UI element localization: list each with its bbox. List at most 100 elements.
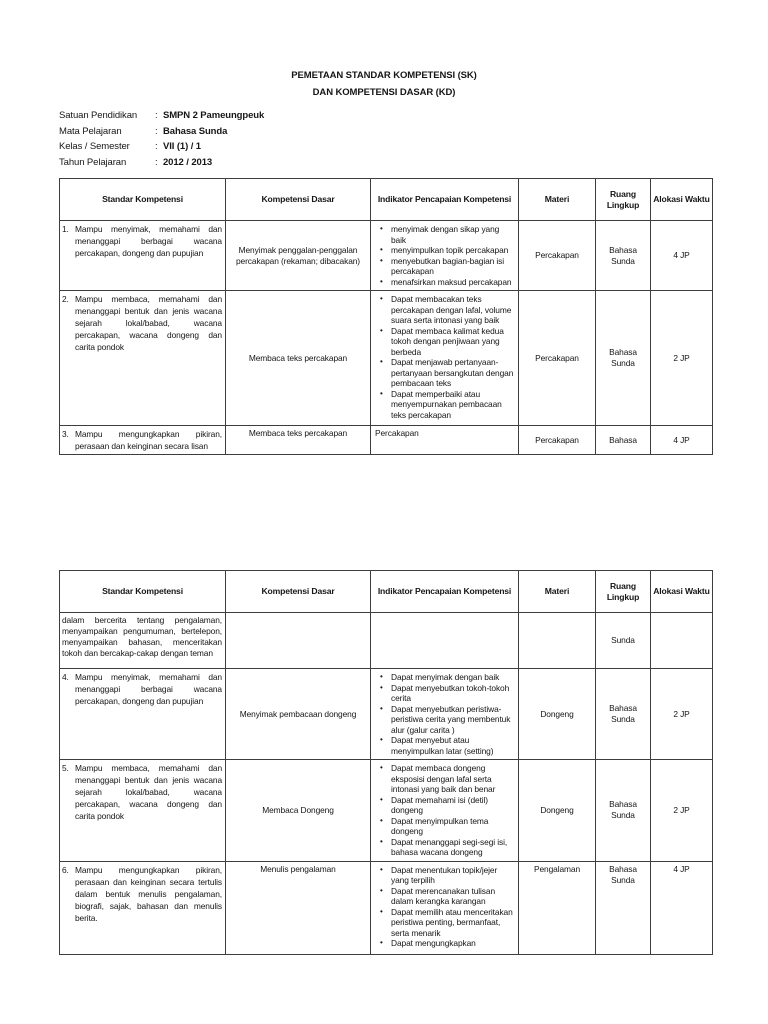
indicator-bullet: • menyimak dengan sikap yang baik xyxy=(380,224,515,245)
bullet-icon: • xyxy=(380,735,383,744)
sk-kd-table-1: Standar Kompetensi Kompetensi Dasar Indi… xyxy=(59,178,713,455)
sk-text: Mampu mengungkapkan pikiran, perasaan da… xyxy=(75,429,222,451)
indicator-bullet-text: Dapat menyebutkan peristiwa-peristiwa ce… xyxy=(391,703,511,735)
meta-value: Bahasa Sunda xyxy=(163,125,228,137)
alokasi-text: 4 JP xyxy=(673,434,690,445)
meta-colon: : xyxy=(155,110,158,121)
indicator-list: • Dapat menyimak dengan baik • Dapat menyeb… xyxy=(371,669,518,759)
kd-text: Menulis pengalaman xyxy=(260,863,336,874)
table-row: 3. Mampu mengungkapkan pikiran, perasaan… xyxy=(59,425,713,455)
materi-text: Pengalaman xyxy=(533,863,581,874)
kd-text: Membaca teks percakapan xyxy=(248,428,348,438)
bullet-icon: • xyxy=(380,703,383,713)
bullet-icon: • xyxy=(380,255,383,265)
indicator-bullet-text: Dapat menjawab pertanyaan-pertanyaan ber… xyxy=(391,357,514,388)
title-line-2: DAN KOMPETENSI DASAR (KD) xyxy=(312,87,456,98)
metadata-block: Satuan Pendidikan : SMPN 2 Pameungpeuk M… xyxy=(59,108,264,170)
meta-row-kelas: Kelas / Semester : VII (1) / 1 xyxy=(59,139,264,155)
sk-text: Mampu mengungkapkan pikiran, perasaan da… xyxy=(75,864,222,923)
sk-text: Mampu membaca, memahami dan menanggapi b… xyxy=(75,763,222,821)
header-standar-kompetensi: Standar Kompetensi xyxy=(59,570,226,613)
indicator-bullet: • Dapat memilih atau menceritakan peristi… xyxy=(380,907,515,939)
indicator-bullet: • Dapat menyebutkan tokoh-tokoh cerita xyxy=(380,683,515,704)
bullet-icon: • xyxy=(380,836,383,846)
indicator-bullet-text: Dapat membacakan teks percakapan dengan … xyxy=(391,294,512,325)
bullet-icon: • xyxy=(380,294,383,303)
sk-continuation-text: dalam bercerita tentang pengalaman, meny… xyxy=(62,615,222,658)
indicator-bullet: • menyimpulkan topik percakapan xyxy=(380,245,515,256)
table-header-row: Standar Kompetensi Kompetensi Dasar Indi… xyxy=(59,570,713,613)
header-alokasi-waktu: Alokasi Waktu xyxy=(650,178,713,221)
indicator-bullet-text: Dapat menyimpulkan tema dongeng xyxy=(391,815,489,837)
indicator-bullet: • Dapat memperbaiki atau menyempurnakan p… xyxy=(380,389,515,421)
row-number: 2. xyxy=(62,294,69,304)
sk-cell: 1. Mampu menyimak, memahami dan menangga… xyxy=(59,220,226,291)
ruang-lingkup-cell: Bahasa Sunda xyxy=(595,759,651,862)
ruang-lingkup-cell: Bahasa Sunda xyxy=(595,668,651,760)
alokasi-text: 2 JP xyxy=(673,708,690,719)
materi-cell: Pengalaman xyxy=(518,860,596,955)
table-row: 6. Mampu mengungkapkan pikiran, perasaan… xyxy=(59,860,713,955)
bullet-icon: • xyxy=(380,885,383,895)
table-row: 1. Mampu menyimak, memahami dan menangga… xyxy=(59,220,713,291)
meta-label: Tahun Pelajaran xyxy=(59,156,127,168)
sk-cell: 4. Mampu menyimak, memahami dan menangga… xyxy=(59,668,226,760)
indicator-bullet-text: Dapat memperbaiki atau menyempurnakan pe… xyxy=(391,388,502,420)
row-number: 5. xyxy=(62,763,69,773)
bullet-icon: • xyxy=(380,815,383,825)
indicator-bullet: • Dapat membacakan teks percakapan dengan… xyxy=(380,294,515,326)
header-alokasi-waktu: Alokasi Waktu xyxy=(650,570,713,613)
alokasi-waktu-cell: 2 JP xyxy=(650,290,713,426)
kd-cell: Menulis pengalaman xyxy=(225,860,371,955)
ruang-lingkup-cell: Bahasa xyxy=(595,425,651,455)
materi-cell: Percakapan xyxy=(518,290,596,426)
materi-cell: Dongeng xyxy=(518,668,596,760)
indicator-bullet-text: Dapat memilih atau menceritakan peristiw… xyxy=(391,906,513,938)
materi-cell xyxy=(518,612,596,669)
sk-text: Mampu membaca, memahami dan menanggapi b… xyxy=(75,294,222,352)
alokasi-waktu-cell: 4 JP xyxy=(650,860,713,955)
indicator-bullet: • Dapat merencanakan tulisan dalam kerang… xyxy=(380,886,515,907)
sk-text: Mampu menyimak, memahami dan menanggapi … xyxy=(75,672,222,706)
indikator-cell: • menyimak dengan sikap yang baik • menyimp… xyxy=(370,220,519,291)
indicator-bullet: • Dapat menyebut atau menyimpulkan latar … xyxy=(380,735,515,756)
kd-cell: Membaca teks percakapan xyxy=(225,290,371,426)
sk-kd-table-2: Standar Kompetensi Kompetensi Dasar Indi… xyxy=(59,570,713,955)
kd-cell xyxy=(225,612,371,669)
indicator-bullet: • Dapat menjawab pertanyaan-pertanyaan be… xyxy=(380,357,515,389)
ruang-text: Sunda xyxy=(611,635,635,645)
indicator-bullet: • Dapat menyimak dengan baik xyxy=(380,672,515,683)
materi-text: Dongeng xyxy=(540,708,574,719)
bullet-icon: • xyxy=(380,357,383,366)
document-title: PEMETAAN STANDAR KOMPETENSI (SK) DAN KOM… xyxy=(0,67,768,101)
indicator-bullet: • menyebutkan bagian-bagian isi percakapa… xyxy=(380,256,515,277)
indicator-bullet-text: Dapat memahami isi (detil) dongeng xyxy=(391,794,489,816)
indicator-bullet-text: Dapat menyimak dengan baik xyxy=(391,672,500,682)
indicator-bullet-text: Dapat membaca kalimat kedua tokoh dengan… xyxy=(391,325,504,357)
materi-text: Percakapan xyxy=(535,352,579,363)
meta-value: 2012 / 2013 xyxy=(163,156,213,168)
meta-row-tahun: Tahun Pelajaran : 2012 / 2013 xyxy=(59,155,264,171)
indicator-bullet: • Dapat membaca kalimat kedua tokoh denga… xyxy=(380,326,515,358)
sk-cell: 6. Mampu mengungkapkan pikiran, perasaan… xyxy=(59,860,226,955)
indicator-bullet-text: Dapat menyebutkan tokoh-tokoh cerita xyxy=(391,682,510,704)
header-kompetensi-dasar: Kompetensi Dasar xyxy=(225,178,371,221)
kd-text: Menyimak penggalan-penggalan percakapan … xyxy=(236,244,360,266)
meta-colon: : xyxy=(155,125,158,137)
meta-value: SMPN 2 Pameungpeuk xyxy=(163,110,265,121)
ruang-lingkup-cell: Sunda xyxy=(595,612,651,669)
row-number: 6. xyxy=(62,864,69,875)
indicator-bullet: • Dapat menyebutkan peristiwa-peristiwa c… xyxy=(380,704,515,736)
meta-row-mapel: Mata Pelajaran : Bahasa Sunda xyxy=(59,124,264,140)
header-ruang-lingkup: Ruang Lingkup xyxy=(595,178,651,221)
materi-cell: Dongeng xyxy=(518,759,596,862)
ruang-text: Bahasa Sunda xyxy=(609,863,637,885)
indicator-text: Percakapan xyxy=(375,428,419,438)
indicator-bullet: • menafsirkan maksud percakapan xyxy=(380,277,515,288)
bullet-icon: • xyxy=(380,388,383,398)
indicator-bullet-text: menyimpulkan topik percakapan xyxy=(391,245,509,255)
indicator-bullet-text: menafsirkan maksud percakapan xyxy=(391,276,512,287)
indicator-bullet: • Dapat menentukan topik/jejer yang terpi… xyxy=(380,865,515,886)
indicator-list: • Dapat membacakan teks percakapan dengan… xyxy=(371,291,518,423)
